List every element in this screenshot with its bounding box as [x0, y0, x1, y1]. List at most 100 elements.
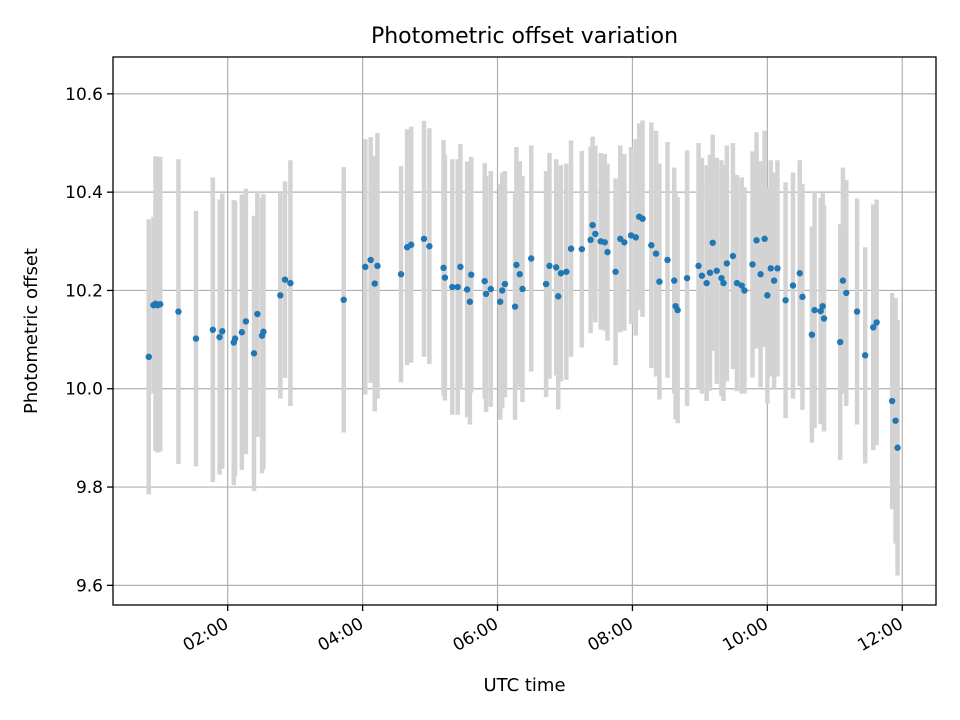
data-point	[426, 243, 433, 250]
data-point	[601, 239, 608, 246]
data-point	[519, 285, 526, 293]
data-point	[238, 329, 246, 336]
data-point	[371, 280, 378, 287]
data-point	[764, 292, 771, 299]
y-tick-label: 10.4	[65, 183, 103, 203]
data-point	[861, 352, 869, 359]
data-point	[542, 280, 550, 288]
data-point	[612, 268, 619, 275]
data-point	[555, 293, 562, 300]
data-point	[757, 271, 764, 278]
data-point	[894, 444, 901, 451]
data-point	[397, 271, 405, 278]
x-tick-label: 04:00	[315, 614, 367, 656]
x-axis-label: UTC time	[483, 675, 565, 696]
data-point	[567, 245, 575, 252]
data-point	[639, 215, 646, 222]
data-point	[482, 290, 490, 298]
data-point	[853, 308, 861, 315]
data-point	[192, 335, 200, 342]
data-point	[695, 262, 702, 270]
data-point	[277, 292, 284, 299]
data-points	[145, 213, 901, 451]
x-tick-label: 12:00	[854, 614, 906, 656]
data-point	[761, 235, 768, 243]
data-point	[741, 287, 748, 294]
data-point	[873, 319, 880, 326]
data-point	[340, 296, 347, 303]
data-point	[837, 338, 844, 346]
data-point	[449, 283, 456, 291]
data-point	[587, 236, 594, 244]
data-point	[774, 265, 781, 272]
data-point	[216, 333, 223, 341]
y-tick-label: 9.8	[76, 478, 103, 498]
data-point	[145, 353, 152, 361]
data-point	[811, 306, 818, 314]
data-point	[209, 326, 217, 333]
data-point	[753, 237, 760, 244]
data-point	[808, 331, 816, 338]
x-tick-label: 10:00	[719, 614, 771, 656]
y-axis-label: Photometric offset	[21, 248, 42, 414]
y-tick-label: 9.6	[76, 576, 103, 596]
data-point	[513, 261, 520, 269]
x-tick-label: 06:00	[450, 614, 502, 656]
data-point	[454, 283, 461, 291]
data-point	[770, 277, 778, 284]
data-point	[709, 239, 716, 246]
data-point	[713, 267, 720, 274]
data-point	[499, 287, 506, 294]
data-point	[367, 256, 374, 264]
data-point	[440, 264, 447, 272]
data-point	[250, 350, 258, 357]
data-point	[441, 274, 449, 281]
data-point	[706, 269, 714, 276]
data-point	[799, 293, 806, 301]
data-point	[683, 274, 691, 282]
data-point	[738, 282, 745, 289]
data-point	[656, 278, 663, 285]
chart-title: Photometric offset variation	[371, 24, 678, 49]
data-point	[281, 276, 289, 283]
data-point	[466, 298, 474, 305]
x-tick-label: 08:00	[584, 614, 636, 656]
data-point	[892, 417, 899, 424]
data-point	[843, 289, 850, 297]
data-point	[374, 262, 381, 270]
data-point	[718, 274, 725, 282]
data-point	[703, 279, 710, 287]
data-point	[839, 277, 847, 284]
data-point	[664, 256, 671, 264]
data-point	[589, 221, 596, 229]
data-point	[767, 265, 774, 272]
data-point	[528, 255, 535, 262]
data-point	[578, 245, 586, 253]
plot-frame	[112, 56, 937, 606]
data-point	[723, 260, 731, 267]
data-point	[457, 263, 464, 271]
data-point	[501, 280, 509, 288]
data-point	[231, 335, 239, 342]
data-point	[157, 301, 164, 308]
data-point	[468, 271, 475, 278]
data-point	[720, 279, 727, 287]
data-point	[557, 270, 565, 277]
data-point	[487, 285, 494, 293]
data-point	[782, 297, 789, 304]
data-point	[604, 248, 611, 256]
data-point	[553, 264, 560, 271]
data-point	[219, 328, 226, 335]
data-point	[648, 242, 655, 249]
data-point	[729, 252, 737, 260]
data-point	[796, 270, 803, 277]
data-point	[260, 328, 267, 335]
data-point	[563, 268, 570, 275]
data-point	[511, 303, 519, 310]
data-point	[621, 239, 628, 246]
data-point	[789, 282, 797, 289]
x-tick-label: 02:00	[180, 614, 232, 656]
data-point	[820, 315, 828, 322]
data-point	[749, 261, 756, 268]
